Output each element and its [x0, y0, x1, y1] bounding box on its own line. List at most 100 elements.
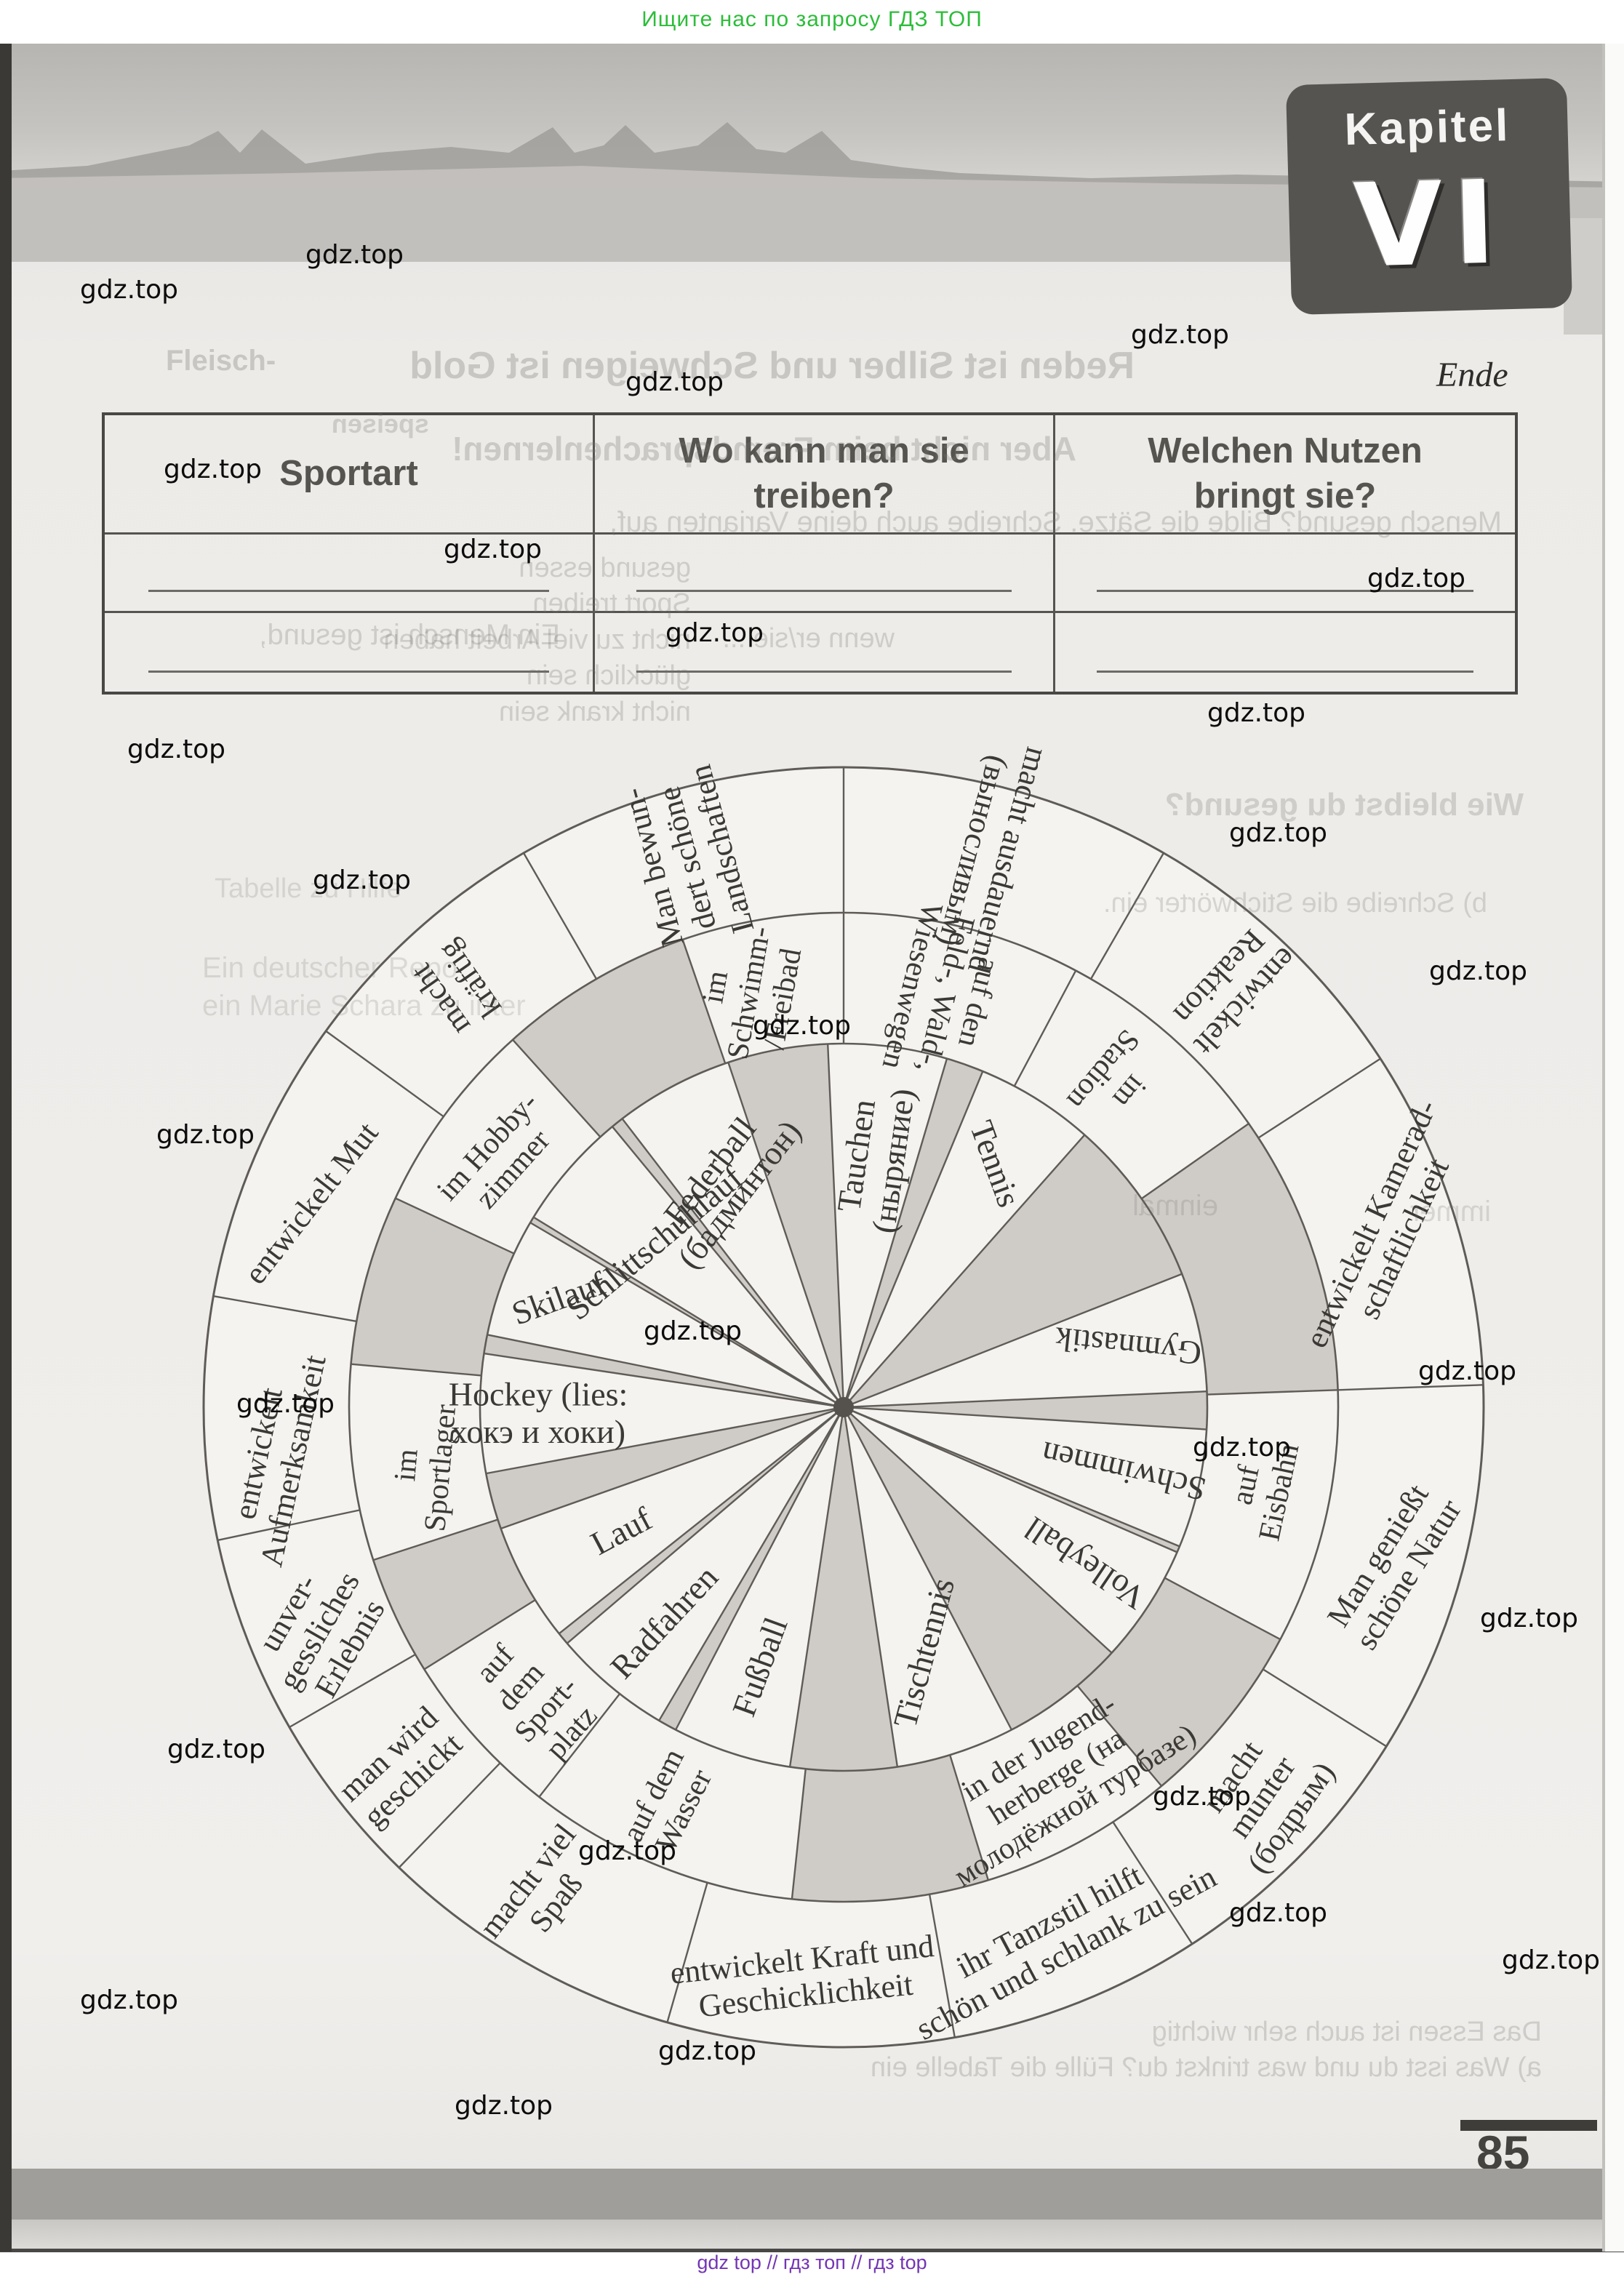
- wheel-spoke: [846, 1071, 984, 1400]
- answer-line: [1096, 590, 1474, 592]
- gdz-watermark: gdz.top: [167, 1734, 266, 1764]
- wheel-outer-boundary: [522, 852, 598, 980]
- wheel-mid-shaded-segment: [1077, 1577, 1281, 1786]
- wheel-mid-boundary: [791, 1769, 807, 1900]
- sport-table: Sportart Wo kann man sie treiben? Welche…: [102, 412, 1518, 695]
- wheel-outer-boundary: [1263, 1668, 1387, 1748]
- gdz-watermark: gdz.top: [1207, 698, 1306, 728]
- gdz-watermark: gdz.top: [1429, 956, 1528, 986]
- gdz-watermark: gdz.top: [1480, 1604, 1579, 1633]
- gdz-watermark: gdz.top: [1418, 1356, 1517, 1386]
- wheel-spoke: [558, 1412, 838, 1635]
- gdz-watermark: gdz.top: [665, 618, 764, 648]
- gdz-watermark: gdz.top: [1367, 564, 1466, 593]
- wheel-sport-sector: [828, 1044, 948, 1407]
- gdz-watermark: gdz.top: [1229, 1898, 1328, 1928]
- gdz-watermark: gdz.top: [236, 1389, 335, 1419]
- bottom-scan-band: [0, 2169, 1624, 2220]
- table-cell-row1-col3: [1055, 535, 1515, 613]
- wheel-outer-boundary: [289, 1653, 416, 1729]
- wheel-svg: Federball(бадминтон) Tauchen(ныряние) Tenn…: [202, 744, 1485, 2049]
- answer-line: [148, 590, 549, 592]
- answer-line: [636, 590, 1012, 592]
- wheel-spoke: [844, 1415, 899, 1767]
- wheel-spoke: [486, 1408, 836, 1475]
- wheel-mid-boundary: [423, 1598, 536, 1670]
- wheel-sport-label-line: Hockey (lies:: [449, 1376, 628, 1413]
- gdz-watermark: gdz.top: [455, 2091, 553, 2121]
- wheel-mid-shaded-segment: [791, 1755, 988, 1902]
- wheel-spoke: [612, 1126, 839, 1401]
- wheel-outer-boundary: [1112, 1821, 1193, 1945]
- gdz-watermark: gdz.top: [444, 535, 543, 564]
- wheel-spoke: [845, 1058, 948, 1399]
- wheel-mid-boundary: [372, 1518, 498, 1561]
- wheel-sport-sector: [844, 1273, 1207, 1407]
- wheel-outer-boundary: [1257, 1057, 1381, 1139]
- browser-top-strip: [0, 0, 1624, 44]
- chapter-badge-numeral: VI: [1352, 156, 1508, 294]
- table-cell-row2-col2: [595, 613, 1055, 692]
- bleedthrough-text: immer: [1409, 1196, 1491, 1228]
- gdz-watermark: gdz.top: [658, 2036, 757, 2066]
- wheel-outer-boundary: [1337, 1384, 1484, 1391]
- wheel-spoke: [851, 1409, 1178, 1553]
- table-cell-row2-col1: [105, 613, 595, 692]
- wheel-sport-sector: [567, 1407, 844, 1721]
- gdz-watermark: gdz.top: [305, 240, 404, 270]
- wheel-spoke: [487, 1334, 836, 1406]
- answer-line: [148, 671, 549, 673]
- wheel-sport-sector: [844, 1407, 1207, 1547]
- gdz-watermark: gdz.top: [578, 1836, 677, 1866]
- wheel-sport-label: Hockey (lies:хокэ и хоки): [449, 1376, 628, 1451]
- gdz-watermark: gdz.top: [156, 1120, 255, 1150]
- wheel-sport-sector: [533, 1127, 844, 1407]
- bleedthrough-text: Ein deutscher Repo ein Marie Schara zu i…: [202, 952, 526, 1022]
- gdz-footer-links: gdz top // гдз топ // гдз top: [697, 2252, 927, 2273]
- gdz-watermark: gdz.top: [313, 865, 412, 895]
- wheel-mid-boundary: [1164, 1577, 1281, 1641]
- gdz-watermark: gdz.top: [1153, 1782, 1252, 1812]
- bleedthrough-text: Ein Mensch ist gesund,: [259, 619, 560, 651]
- wheel-hub: [833, 1397, 854, 1417]
- bleedthrough-text: Aber nicht beim Fremdsprachenlernen!: [452, 430, 1076, 468]
- chapter-badge: Kapitel VI: [1285, 78, 1573, 315]
- wheel-sport-sector: [480, 1353, 844, 1474]
- gdz-watermark: gdz.top: [80, 1985, 179, 2015]
- wheel-outer-boundary: [398, 1762, 501, 1868]
- gdz-watermark: gdz.top: [1131, 320, 1230, 350]
- ende-label: Ende: [1436, 356, 1508, 394]
- landscape-silhouette: [0, 122, 1624, 262]
- wheel-place-label-line: im: [696, 968, 735, 1006]
- gdz-watermark: gdz.top: [1229, 818, 1328, 848]
- wheel-sport-sector: [500, 1407, 844, 1634]
- wheel-spoke: [727, 1062, 842, 1400]
- wheel-sport-sector: [844, 1407, 1177, 1653]
- gdz-watermark: gdz.top: [80, 275, 179, 305]
- bottom-scan-fade: [0, 2220, 1624, 2249]
- wheel-mid-boundary: [681, 939, 727, 1064]
- wheel-spoke: [851, 1409, 1180, 1548]
- right-margin-strip: [1605, 44, 1624, 2252]
- wheel-sport-sector: [622, 1062, 844, 1407]
- wheel-spoke: [484, 1352, 836, 1407]
- wheel-spoke: [847, 1414, 1012, 1731]
- gdz-search-banner: Ищите нас по запросу ГДЗ ТОП: [641, 7, 983, 31]
- wheel-mid-boundary: [1076, 1685, 1163, 1787]
- wheel-sport-sector: [844, 1071, 1085, 1407]
- wheel-spoke: [621, 1118, 839, 1401]
- wheel-spoke: [826, 1044, 844, 1399]
- wheel-spoke: [788, 1415, 844, 1767]
- wheel-spoke: [851, 1273, 1183, 1405]
- right-scan-edge: [1602, 44, 1605, 2252]
- table-header-sportart: Sportart: [105, 415, 595, 535]
- table-header-wo: Wo kann man sie treiben?: [595, 415, 1055, 535]
- wheel-sport-sector: [676, 1407, 844, 1767]
- wheel-sport-sector: [844, 1407, 1012, 1767]
- wheel-place-label-line: auf: [1225, 1462, 1266, 1508]
- gdz-watermark: gdz.top: [753, 1011, 852, 1041]
- wheel-outer-boundary: [666, 1882, 708, 2023]
- wheel-mid-boundary: [351, 1363, 482, 1377]
- wheel-outer-boundary: [213, 1295, 357, 1323]
